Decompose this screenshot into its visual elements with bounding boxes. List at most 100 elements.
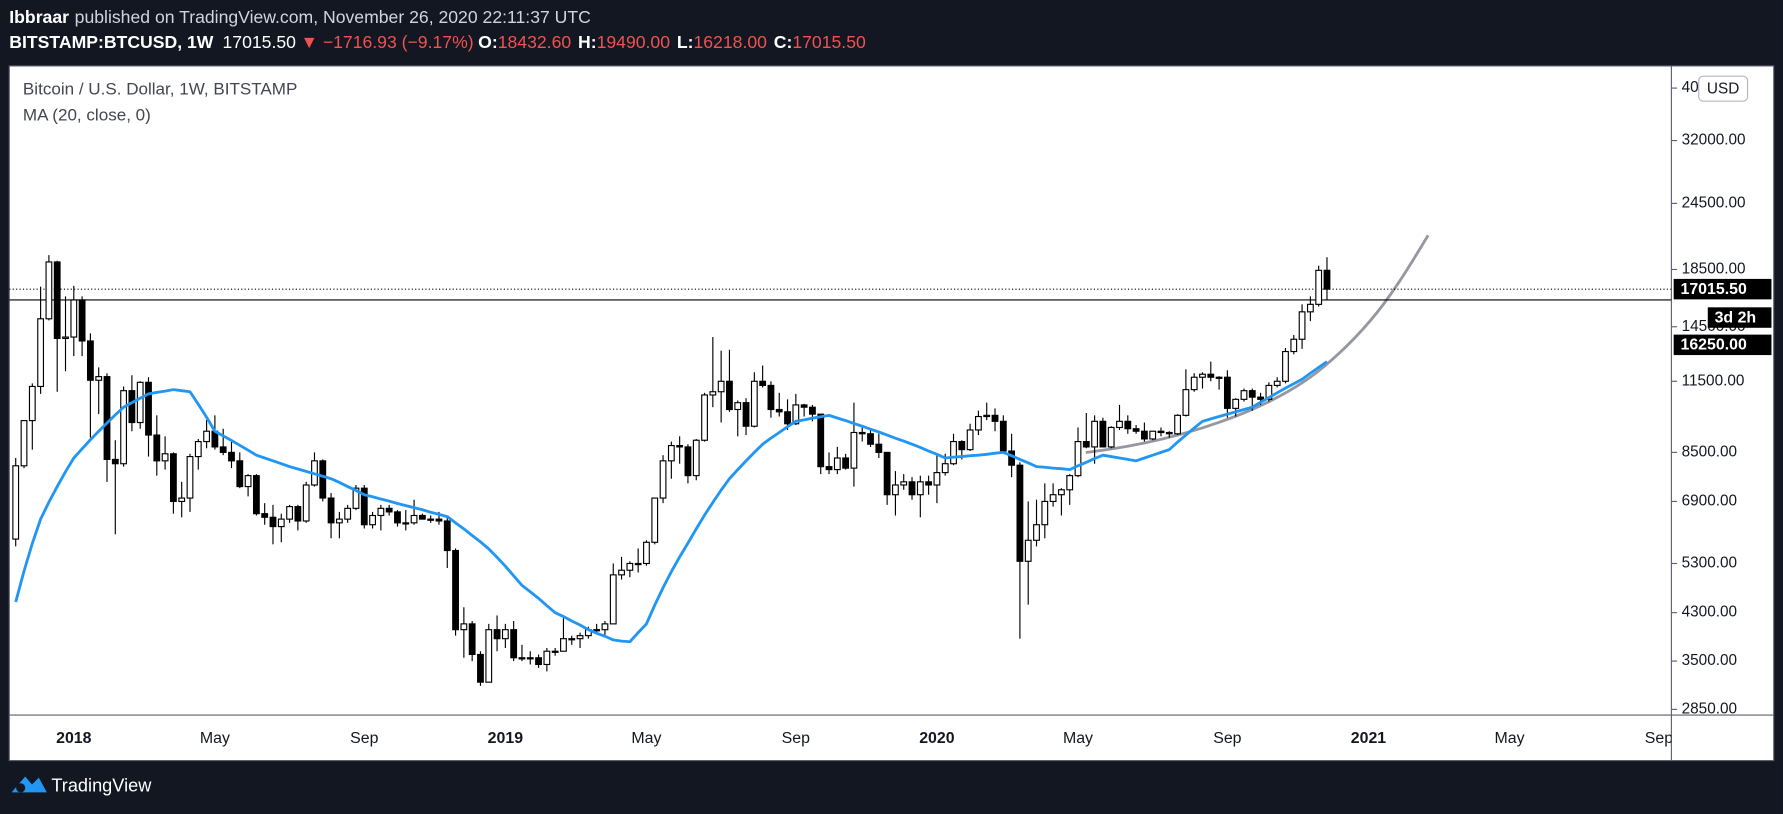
x-tick-label: 2021 [1351, 730, 1387, 747]
candle-body [145, 381, 152, 436]
candle-body [286, 506, 293, 520]
x-tick-label: Sep [350, 730, 378, 747]
currency-label[interactable]: USD [1707, 80, 1739, 97]
candle-body [659, 460, 667, 499]
candle-body [858, 431, 866, 435]
candle-body [742, 402, 750, 427]
candle-body [1223, 376, 1231, 409]
candle-body [45, 261, 53, 320]
candle-body [551, 650, 559, 653]
candle-body [1306, 303, 1314, 313]
candle-body [78, 299, 86, 342]
change: ▼ −1716.93 (−9.17%) [301, 32, 474, 52]
candle-body [1165, 431, 1173, 435]
high-label: H: [578, 32, 597, 52]
candle-body [1298, 311, 1306, 340]
open: 18432.60 [498, 32, 572, 52]
candle-body [1132, 428, 1140, 432]
footer: TradingView [11, 776, 152, 796]
x-tick-label: 2020 [919, 730, 955, 747]
candle-body [991, 414, 999, 422]
candle-body [950, 441, 957, 465]
candle-body [477, 653, 484, 683]
candle-body [435, 518, 443, 522]
candle-body [219, 446, 227, 453]
currency-button[interactable] [1698, 75, 1749, 102]
candle-body [916, 481, 924, 496]
last-price-label: 17015.50 [1680, 281, 1746, 298]
candle-body [1149, 430, 1157, 440]
x-tick-label: 2018 [56, 730, 92, 747]
candle-body [717, 380, 725, 393]
candle-body [850, 431, 858, 469]
candle-body [1265, 384, 1273, 400]
brand: TradingView [51, 776, 152, 796]
candle-body [344, 507, 352, 520]
candle-body [261, 513, 269, 518]
candle-body [535, 657, 542, 666]
candle-body [701, 394, 708, 441]
x-tick-label: Sep [1213, 730, 1241, 747]
candle-body [941, 463, 949, 474]
candle-body [825, 466, 833, 471]
y-tick-label: 4300.00 [1682, 604, 1737, 621]
candle-body [643, 541, 650, 565]
publish-line: Ibbraar published on TradingView.com, Nov… [9, 7, 591, 27]
candle-body [667, 444, 675, 462]
y-tick-label: 11500.00 [1682, 372, 1745, 389]
chart-title: Bitcoin / U.S. Dollar, 1W, BITSTAMP [23, 79, 297, 98]
candle-body [1199, 373, 1206, 378]
y-tick-label: 32000.00 [1682, 132, 1746, 149]
plot [9, 234, 1672, 686]
candle-body [809, 406, 816, 415]
candle-body [70, 299, 78, 338]
candle-body [128, 390, 136, 424]
y-tick-label: 2850.00 [1682, 700, 1737, 717]
candle-body [335, 518, 343, 524]
candle-body [709, 391, 717, 396]
candle-body [543, 650, 551, 666]
candle-body [460, 623, 468, 631]
candle-body [1016, 464, 1024, 562]
candle-body [883, 451, 891, 496]
candle-body [792, 404, 800, 425]
candle-body [20, 420, 28, 467]
close-label: C: [774, 32, 793, 52]
high: 19490.00 [597, 32, 671, 52]
candle-body [1232, 398, 1240, 409]
x-tick-label: May [631, 730, 661, 747]
candle-body [1124, 420, 1132, 430]
candle-body [1091, 420, 1099, 448]
candle-body [319, 460, 327, 499]
chart-panel [8, 65, 1775, 762]
candle-body [933, 472, 941, 486]
candle-body [161, 453, 169, 462]
y-tick-label: 24500.00 [1682, 194, 1746, 211]
candle-body [651, 497, 659, 543]
candle-body [510, 629, 518, 659]
candle-body [526, 657, 534, 660]
symbol: BITSTAMP:BTCUSD, 1W [9, 32, 214, 52]
candle-body [576, 635, 584, 640]
candle-body [1057, 489, 1065, 496]
candle-body [95, 376, 103, 381]
candle-body [1082, 441, 1090, 448]
candle-body [1157, 430, 1165, 434]
legend-entry: MA (20, close, 0) [23, 105, 151, 124]
candle-body [842, 457, 850, 469]
candle-body [892, 484, 899, 496]
candle-body [975, 415, 982, 431]
candle-body [1174, 414, 1182, 435]
price-axis: 2850.00 3500.00 4300.00 5300.00 6900.00 8500.… [1671, 79, 1746, 717]
candle-body [1290, 338, 1298, 353]
candle-body [900, 481, 908, 486]
candle-body [684, 446, 692, 477]
candle-body [593, 629, 601, 632]
y-tick-label: 3500.00 [1682, 652, 1737, 669]
candle-body [402, 522, 410, 525]
candle-body [1024, 539, 1032, 562]
candle-body [427, 518, 435, 521]
candle-body [394, 511, 401, 524]
low: 16218.00 [693, 32, 767, 52]
candle-body [443, 520, 451, 552]
